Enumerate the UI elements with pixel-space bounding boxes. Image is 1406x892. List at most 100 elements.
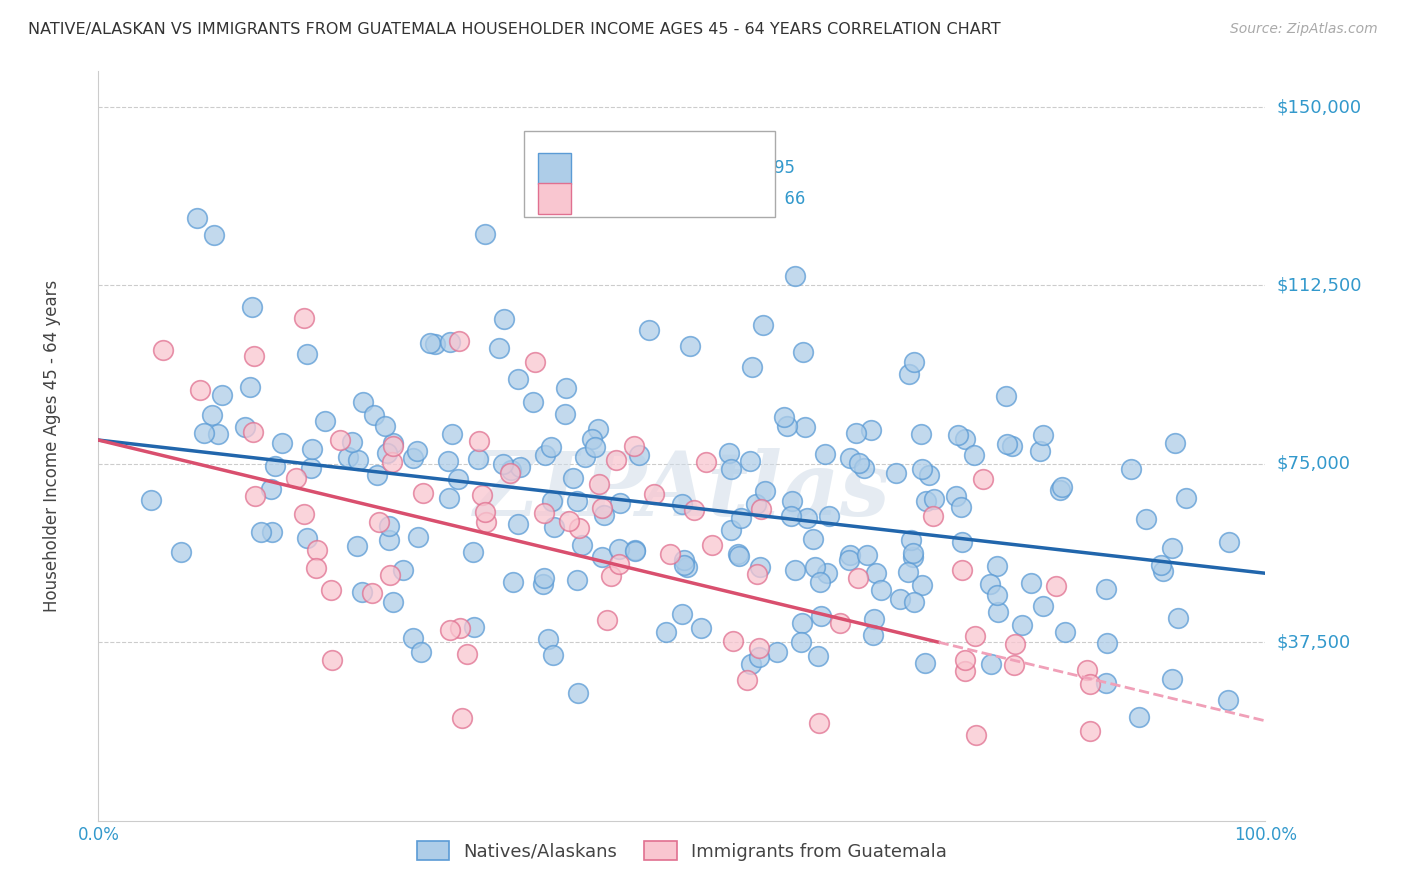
Point: [897, 566, 920, 580]
Point: [467, 452, 489, 467]
Point: [439, 334, 461, 349]
Point: [468, 434, 491, 449]
Point: [531, 576, 554, 591]
Point: [846, 570, 869, 584]
Point: [346, 453, 368, 467]
Point: [366, 468, 388, 483]
Point: [292, 507, 315, 521]
Point: [1128, 710, 1150, 724]
Point: [1152, 564, 1174, 578]
Point: [567, 686, 589, 700]
Point: [869, 582, 891, 597]
Point: [506, 371, 529, 385]
Point: [412, 486, 434, 500]
Point: [375, 446, 398, 460]
Point: [346, 539, 368, 553]
Point: [558, 514, 581, 528]
Point: [655, 624, 678, 639]
Point: [305, 561, 328, 575]
Point: [382, 594, 405, 608]
Point: [950, 563, 973, 577]
Point: [368, 515, 391, 529]
Point: [488, 341, 510, 355]
Point: [1135, 512, 1157, 526]
Point: [381, 439, 404, 453]
Point: [623, 439, 645, 453]
Point: [292, 311, 315, 326]
Point: [562, 471, 585, 485]
Point: [541, 648, 564, 662]
Point: [574, 450, 596, 464]
Point: [259, 482, 281, 496]
Legend: Natives/Alaskans, Immigrants from Guatemala: Natives/Alaskans, Immigrants from Guatem…: [409, 834, 955, 868]
Point: [605, 453, 627, 467]
Point: [980, 657, 1002, 671]
Point: [450, 711, 472, 725]
Point: [889, 591, 911, 606]
Point: [583, 441, 606, 455]
Point: [381, 455, 404, 469]
Text: $112,500: $112,500: [1277, 277, 1362, 294]
Point: [201, 408, 224, 422]
Point: [233, 420, 256, 434]
Point: [963, 629, 986, 643]
Point: [402, 451, 425, 466]
Point: [910, 427, 932, 442]
Point: [803, 532, 825, 546]
Point: [169, 545, 191, 559]
Point: [676, 559, 699, 574]
Point: [963, 449, 986, 463]
Point: [581, 432, 603, 446]
Point: [554, 407, 576, 421]
Point: [522, 394, 544, 409]
Point: [815, 566, 838, 581]
Point: [425, 337, 447, 351]
Point: [239, 379, 262, 393]
Text: R = -0.366    N =  66: R = -0.366 N = 66: [585, 189, 806, 208]
Point: [914, 494, 936, 508]
Point: [240, 300, 263, 314]
Point: [901, 546, 924, 560]
Point: [593, 508, 616, 523]
Point: [945, 489, 967, 503]
Point: [673, 553, 696, 567]
Point: [1174, 491, 1197, 505]
Point: [406, 530, 429, 544]
Point: [314, 414, 336, 428]
Point: [790, 635, 813, 649]
Point: [953, 664, 976, 678]
Point: [853, 461, 876, 475]
Point: [995, 436, 1018, 450]
Point: [911, 578, 934, 592]
Point: [1080, 724, 1102, 739]
Point: [321, 582, 343, 597]
Point: [492, 312, 515, 326]
Point: [202, 227, 225, 242]
Point: [555, 381, 578, 395]
Point: [814, 447, 837, 461]
Point: [609, 541, 631, 556]
Point: [1052, 480, 1074, 494]
Point: [301, 442, 323, 456]
Point: [463, 620, 485, 634]
Point: [903, 355, 925, 369]
Point: [695, 455, 717, 469]
Point: [342, 434, 364, 449]
Point: [643, 487, 665, 501]
Point: [509, 460, 531, 475]
Point: [856, 548, 879, 562]
Text: $75,000: $75,000: [1277, 455, 1351, 473]
Point: [950, 535, 973, 549]
Point: [911, 462, 934, 476]
Point: [776, 419, 799, 434]
Point: [741, 360, 763, 375]
Point: [838, 451, 860, 466]
Point: [321, 653, 343, 667]
Point: [152, 343, 174, 358]
Point: [501, 463, 523, 477]
FancyBboxPatch shape: [538, 183, 571, 214]
Point: [987, 605, 1010, 619]
Text: $150,000: $150,000: [1277, 98, 1361, 116]
Point: [523, 355, 546, 369]
Point: [721, 634, 744, 648]
